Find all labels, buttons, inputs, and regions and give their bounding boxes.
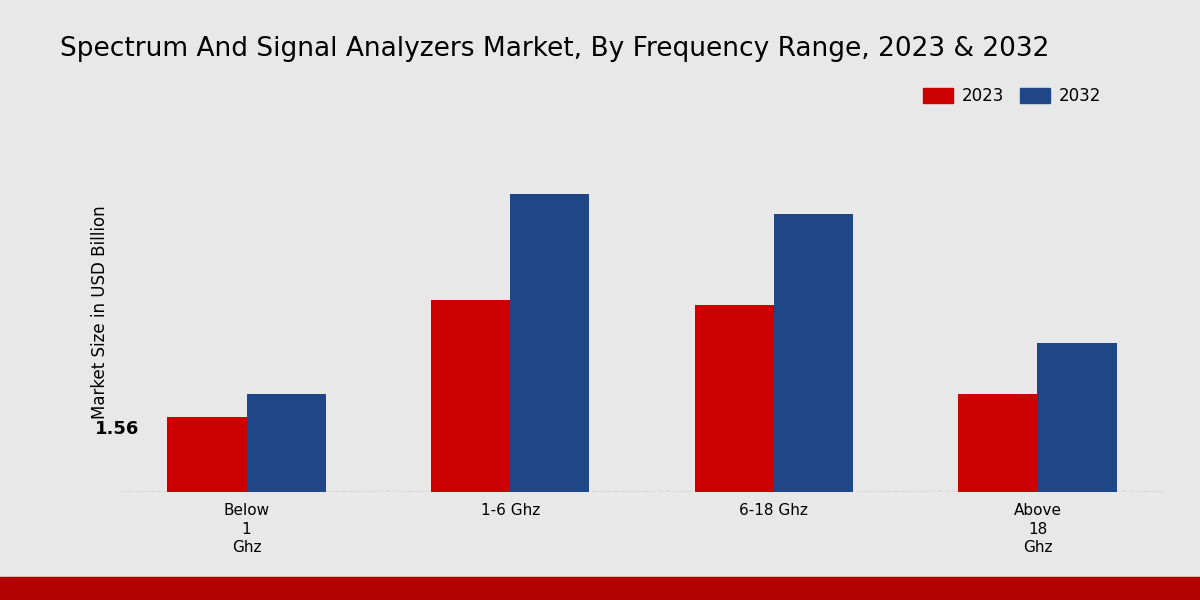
Bar xyxy=(774,214,853,492)
Y-axis label: Market Size in USD Billion: Market Size in USD Billion xyxy=(91,205,109,419)
Bar xyxy=(510,194,589,492)
Bar xyxy=(959,394,1038,492)
Bar xyxy=(431,300,510,492)
Legend: 2023, 2032: 2023, 2032 xyxy=(917,80,1108,112)
Bar xyxy=(695,305,774,492)
Bar xyxy=(1038,343,1116,492)
Text: 1.56: 1.56 xyxy=(95,419,139,437)
Text: Spectrum And Signal Analyzers Market, By Frequency Range, 2023 & 2032: Spectrum And Signal Analyzers Market, By… xyxy=(60,36,1049,62)
Bar xyxy=(168,417,246,492)
Bar xyxy=(246,394,325,492)
